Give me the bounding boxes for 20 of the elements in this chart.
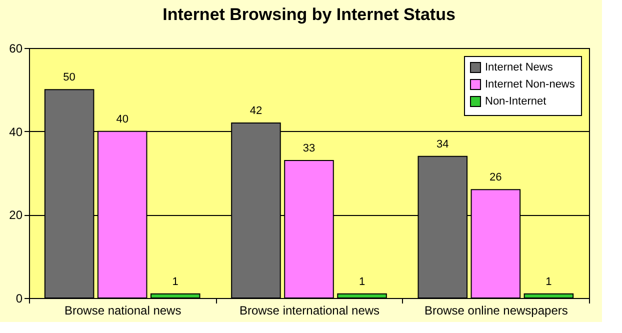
data-label: 1	[546, 276, 552, 288]
legend-label: Non-Internet	[485, 96, 546, 108]
data-label: 50	[63, 72, 76, 84]
data-label: 34	[436, 138, 449, 150]
data-label: 33	[302, 142, 316, 154]
y-tick-label: 60	[9, 42, 23, 56]
data-label: 26	[490, 172, 502, 184]
x-tick-label: Browse national news	[64, 304, 182, 318]
data-label: 1	[172, 276, 178, 288]
x-tick-label: Browse international news	[239, 304, 380, 318]
data-label: 1	[358, 276, 366, 288]
y-tick-label: 0	[16, 292, 23, 306]
data-label: 42	[250, 105, 262, 117]
legend-label: Internet Non-news	[485, 78, 576, 90]
chart-title: Internet Browsing by Internet Status	[162, 5, 456, 24]
data-label: 40	[116, 113, 128, 126]
legend-label: Internet News	[485, 62, 554, 74]
x-tick-label: Browse online newspapers	[424, 304, 568, 318]
y-tick-label: 20	[9, 208, 23, 222]
y-tick-label: 40	[9, 124, 23, 139]
